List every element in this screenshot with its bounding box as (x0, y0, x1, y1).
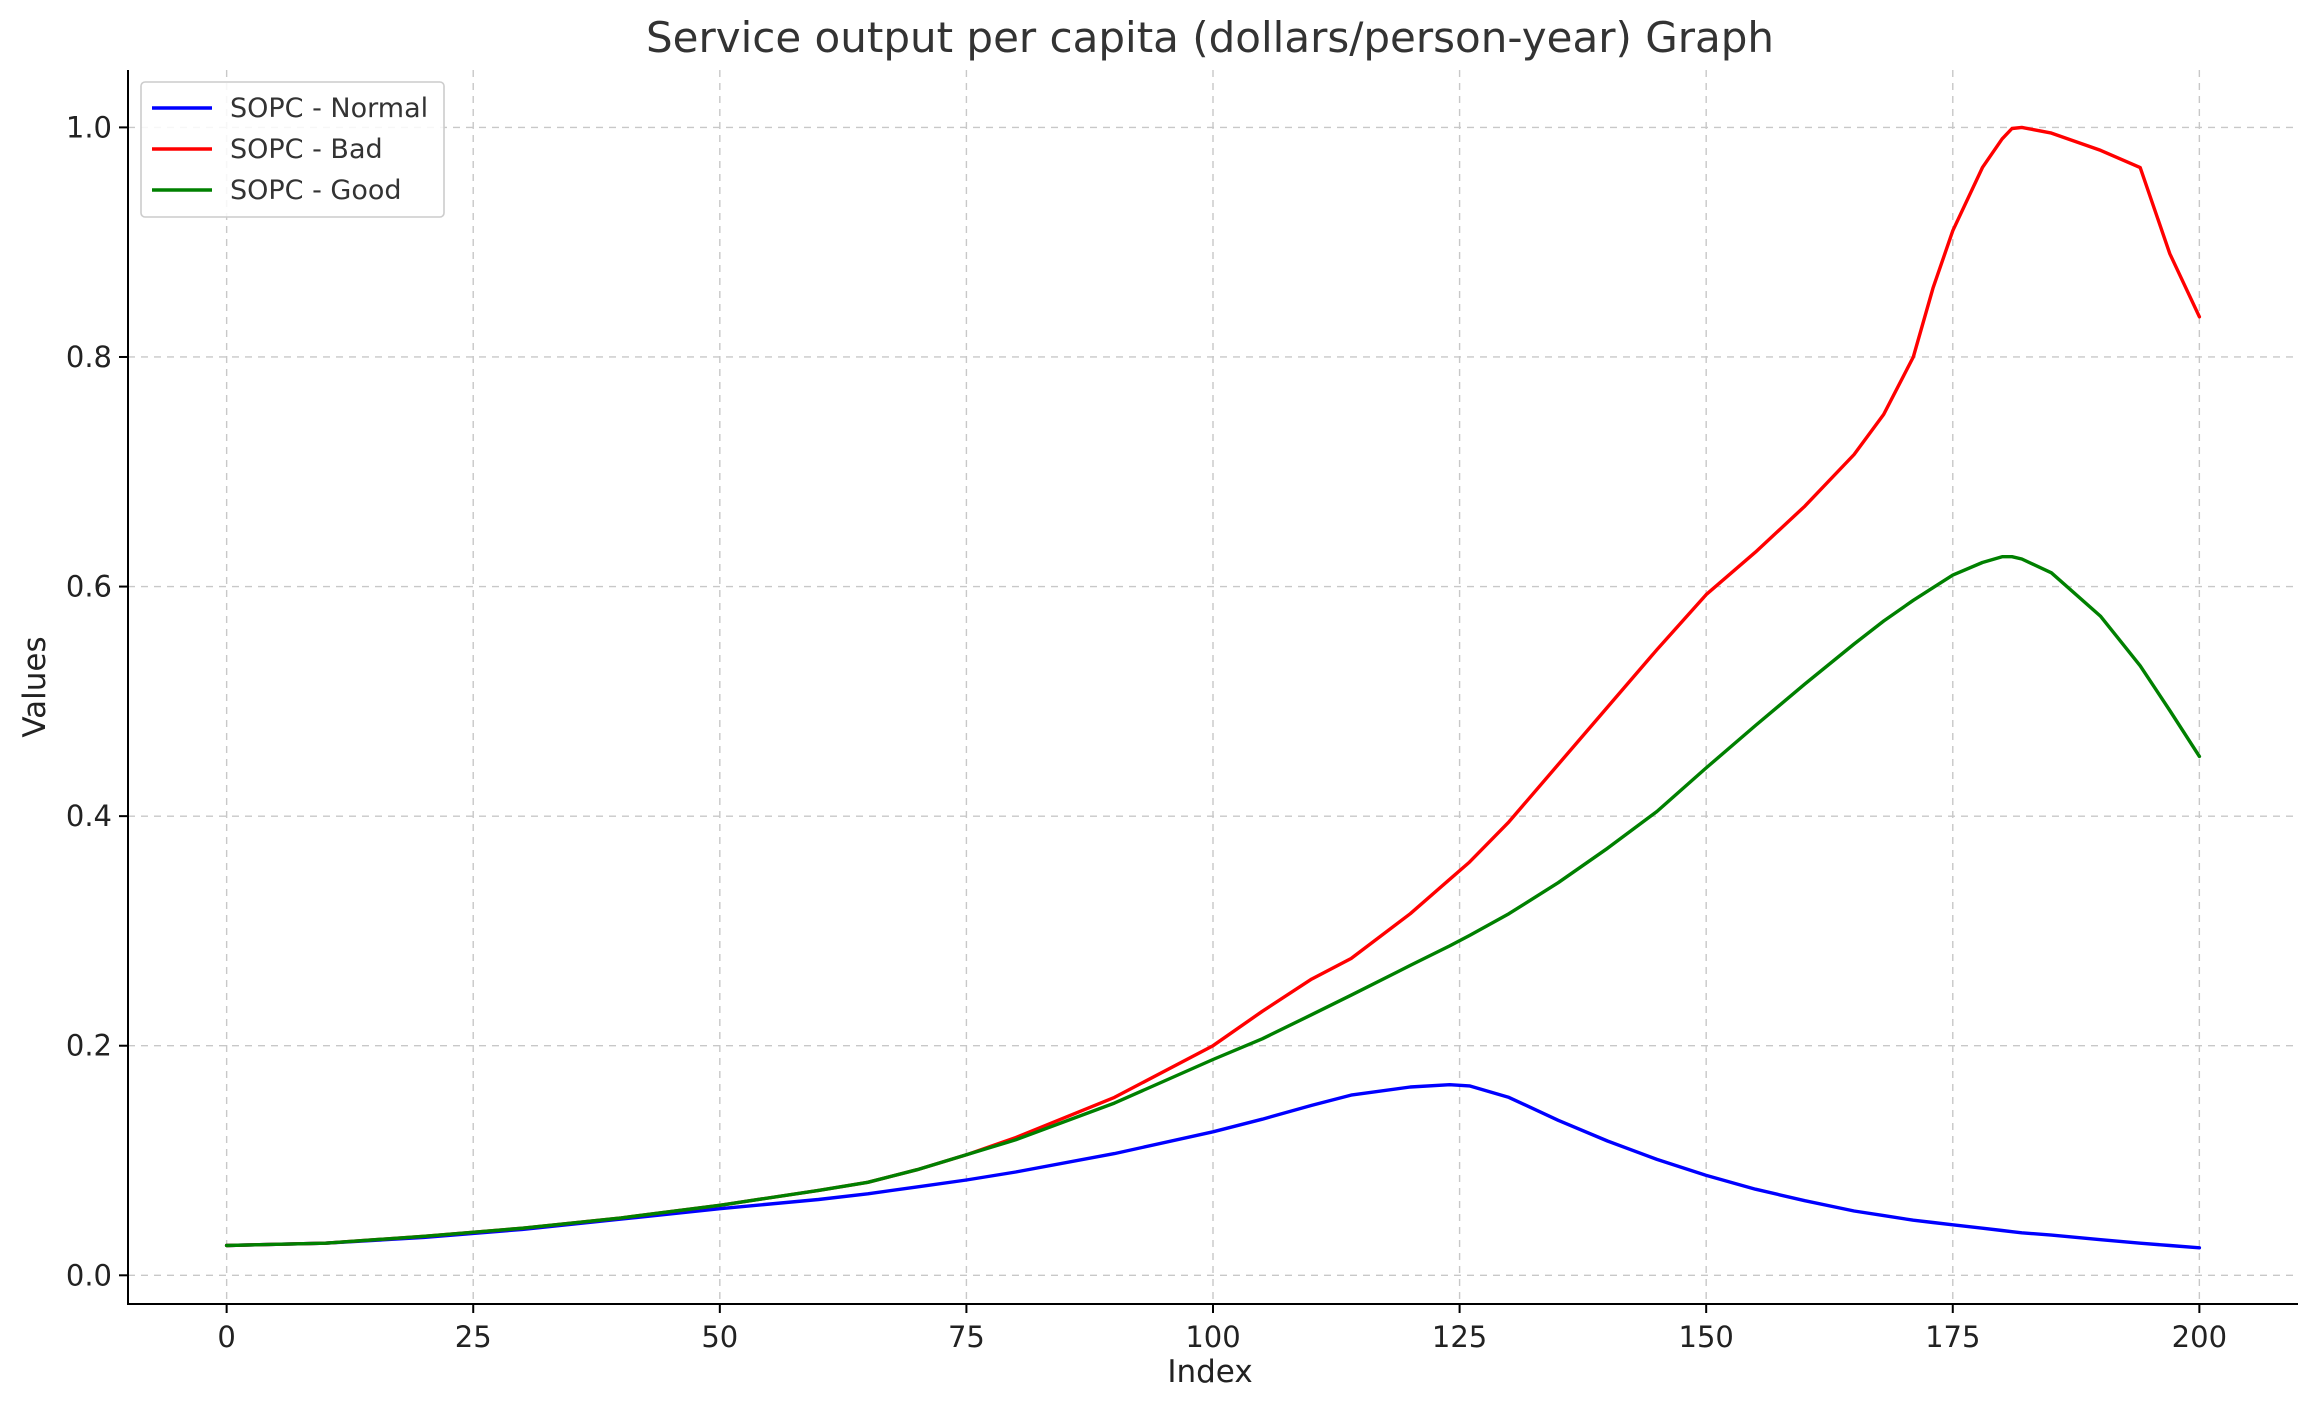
series-lines (224, 125, 2202, 1250)
legend-label: SOPC - Normal (230, 93, 428, 124)
x-tick-label: 175 (1925, 1320, 1980, 1354)
x-axis-ticks: 0 25 50 75 100 125 150 175 200 (217, 1304, 2227, 1354)
axis-spines (127, 70, 2298, 1305)
legend-frame (140, 81, 445, 218)
legend-label: SOPC - Bad (230, 134, 383, 165)
chart-title: Service output per capita (dollars/perso… (646, 13, 1774, 62)
y-tick-label: 0.4 (66, 799, 112, 833)
x-tick-label: 50 (701, 1320, 738, 1354)
y-tick-label: 0.0 (66, 1258, 112, 1292)
series-line-2 (224, 555, 2202, 1248)
y-tick-label: 0.2 (66, 1029, 112, 1063)
x-tick-label: 100 (1185, 1320, 1240, 1354)
y-tick-label: 0.6 (66, 570, 112, 604)
x-tick-label: 125 (1432, 1320, 1487, 1354)
x-axis-label: Index (1167, 1354, 1252, 1390)
y-axis-ticks: 0.0 0.2 0.4 0.6 0.8 1.0 (66, 110, 128, 1292)
series-line-0 (224, 1083, 2202, 1250)
x-gridlines (225, 70, 2201, 1304)
x-tick-label: 25 (455, 1320, 492, 1354)
y-tick-label: 1.0 (66, 110, 112, 144)
legend-entries: SOPC - Normal SOPC - Bad SOPC - Good (152, 93, 428, 206)
x-tick-label: 0 (217, 1320, 235, 1354)
x-tick-label: 200 (2172, 1320, 2227, 1354)
legend: SOPC - Normal SOPC - Bad SOPC - Good (140, 81, 445, 218)
y-tick-label: 0.8 (66, 340, 112, 374)
x-tick-label: 150 (1679, 1320, 1734, 1354)
x-tick-label: 75 (948, 1320, 985, 1354)
legend-label: SOPC - Good (230, 175, 402, 206)
y-axis-label: Values (17, 636, 53, 737)
